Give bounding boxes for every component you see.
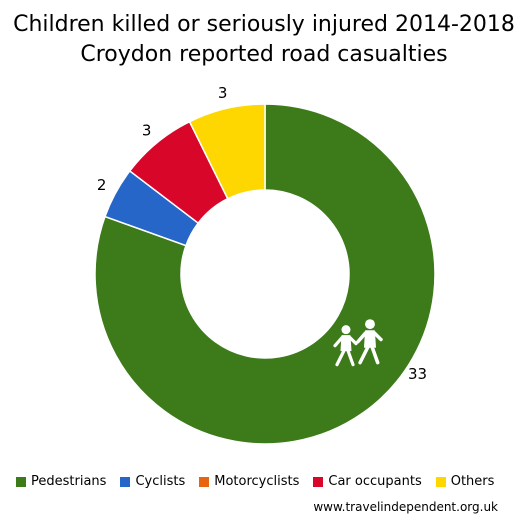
legend-item-motorcyclists: Motorcyclists — [199, 474, 299, 489]
data-label-car-occupants: 3 — [142, 122, 152, 140]
data-label-pedestrians: 33 — [408, 365, 427, 383]
legend-item-cyclists: Cyclists — [120, 474, 185, 489]
legend-item-others: Others — [435, 474, 495, 489]
legend-label-motorcyclists: Motorcyclists — [214, 474, 300, 489]
legend-swatch-car-occupants — [313, 476, 324, 487]
chart-title-line-2: Croydon reported road casualties — [80, 42, 448, 67]
legend-label-others: Others — [450, 474, 495, 489]
children-crossing-icon — [333, 319, 383, 367]
data-label-cyclists: 2 — [97, 176, 107, 194]
legend-label-car-occupants: Car occupants — [328, 474, 422, 489]
slice-others — [188, 103, 266, 200]
data-label-others: 3 — [218, 84, 228, 102]
chart-title: Children killed or seriously injured 201… — [0, 10, 528, 70]
legend-label-cyclists: Cyclists — [135, 474, 186, 489]
legend-swatch-pedestrians — [16, 476, 26, 487]
legend-item-pedestrians: Pedestrians — [16, 474, 106, 489]
chart-legend: Pedestrians Cyclists Motorcyclists Car o… — [16, 474, 508, 489]
legend-label-pedestrians: Pedestrians — [31, 474, 107, 489]
legend-swatch-others — [435, 476, 446, 487]
legend-item-car-occupants: Car occupants — [313, 474, 422, 489]
legend-swatch-motorcyclists — [199, 476, 210, 487]
source-credit: www.travelindependent.org.uk — [313, 500, 498, 514]
chart-title-line-1: Children killed or seriously injured 201… — [13, 12, 515, 37]
legend-swatch-cyclists — [120, 476, 131, 487]
